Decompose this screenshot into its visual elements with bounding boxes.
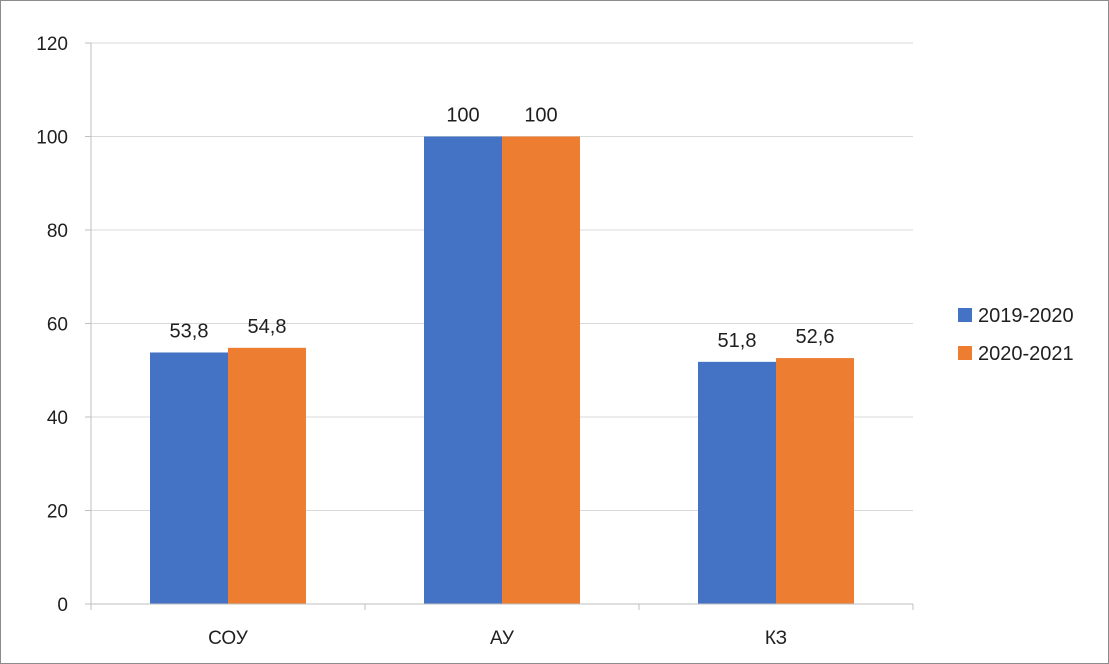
- legend-label: 2019-2020: [978, 305, 1074, 327]
- bar-2020-2021-АУ: [502, 136, 580, 604]
- y-tick-label: 0: [57, 595, 68, 616]
- legend-swatch: [958, 346, 972, 360]
- data-label: 100: [524, 105, 557, 127]
- axes: [85, 42, 914, 610]
- y-tick-label: 100: [36, 128, 68, 149]
- y-tick-label: 120: [36, 34, 68, 55]
- bar-2020-2021-КЗ: [776, 358, 854, 604]
- x-tick-label: КЗ: [765, 628, 787, 649]
- y-tick-labels: 0 20 40 60 80 100 120: [36, 34, 68, 616]
- data-label: 100: [446, 105, 479, 127]
- x-tick-label: АУ: [490, 628, 515, 649]
- bar-2019-2020-АУ: [424, 136, 502, 604]
- x-tick-label: СОУ: [208, 628, 249, 649]
- x-tick-labels: СОУ АУ КЗ: [208, 628, 787, 649]
- legend-label: 2020-2021: [978, 343, 1074, 365]
- data-labels: 53,8 54,8 100 100 51,8 52,6: [170, 105, 835, 352]
- y-tick-label: 40: [47, 408, 68, 429]
- bar-2019-2020-СОУ: [150, 352, 228, 604]
- data-label: 54,8: [248, 316, 287, 338]
- data-label: 53,8: [170, 320, 209, 342]
- bar-2020-2021-СОУ: [228, 347, 306, 604]
- bars: [150, 136, 854, 604]
- legend-swatch: [958, 308, 972, 322]
- legend: 2019-2020 2020-2021: [958, 305, 1074, 365]
- y-tick-label: 80: [47, 221, 68, 242]
- data-label: 52,6: [796, 326, 835, 348]
- data-label: 51,8: [718, 330, 757, 352]
- y-tick-label: 20: [47, 502, 68, 523]
- y-tick-label: 60: [47, 315, 68, 336]
- bar-2019-2020-КЗ: [698, 361, 776, 604]
